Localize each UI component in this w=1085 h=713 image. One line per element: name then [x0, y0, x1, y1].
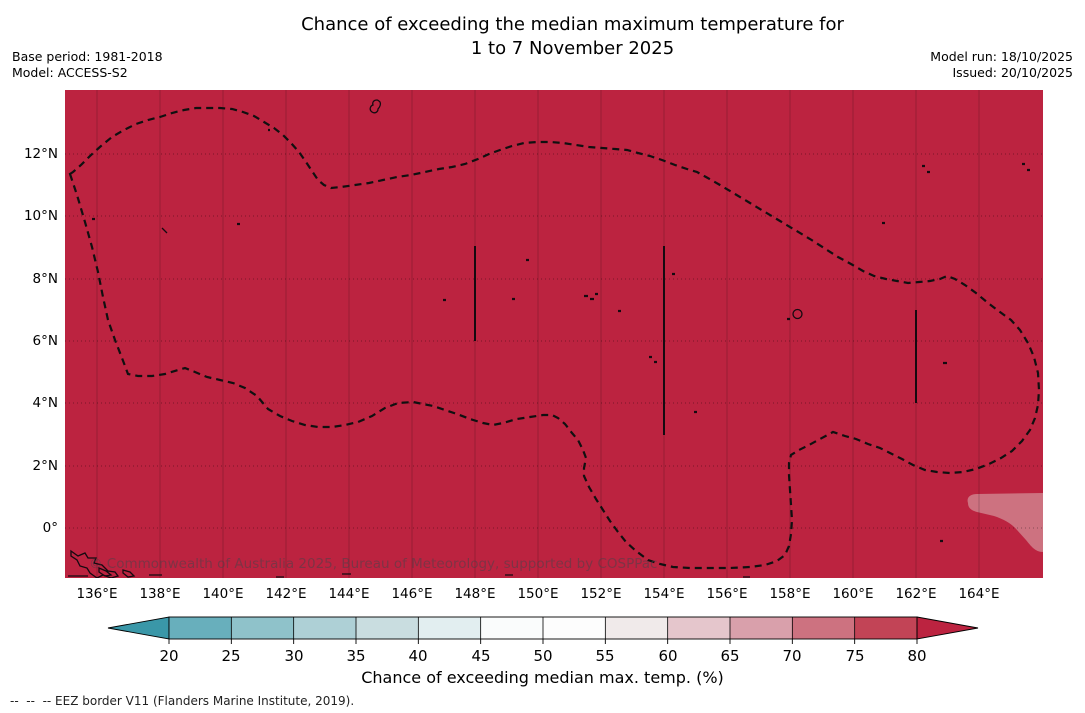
- colorbar-tick-label: 20: [159, 647, 179, 665]
- colorbar-tick-label: 65: [720, 647, 740, 665]
- grid-horizontal-lines: [65, 153, 1043, 529]
- island-coastline-outlines: [68, 99, 803, 578]
- colorbar: [107, 616, 979, 644]
- page-subtitle: 1 to 7 November 2025: [470, 38, 675, 59]
- x-axis-tick: 158°E: [769, 586, 811, 602]
- y-axis-tick: 0°: [42, 520, 58, 536]
- colorbar-tick-label: 25: [221, 647, 241, 665]
- x-axis-tick: 138°E: [139, 586, 181, 602]
- x-axis-tick: 146°E: [391, 586, 433, 602]
- colorbar-tick-label: 75: [845, 647, 865, 665]
- colorbar-segment: [480, 617, 543, 639]
- colorbar-tick-label: 35: [346, 647, 366, 665]
- map-fill: [65, 90, 1043, 578]
- x-axis-tick: 150°E: [517, 586, 559, 602]
- island-specks: [92, 128, 1030, 543]
- colorbar-segment: [730, 617, 793, 639]
- eez-border-path: [68, 106, 1041, 570]
- warm-patch-70-75: [967, 493, 1043, 552]
- colorbar-segment: [418, 617, 481, 639]
- colorbar-segment: [543, 617, 606, 639]
- colorbar-tick-label: 45: [471, 647, 491, 665]
- y-axis-tick: 4°N: [32, 395, 58, 411]
- colorbar-tick-label: 80: [907, 647, 927, 665]
- x-axis-tick: 142°E: [265, 586, 307, 602]
- x-axis-tick: 136°E: [76, 586, 118, 602]
- colorbar-dividers: [230, 617, 856, 639]
- y-axis-tick: 12°N: [23, 146, 58, 162]
- colorbar-segment: [293, 617, 356, 639]
- x-axis-tick: 148°E: [454, 586, 496, 602]
- colorbar-segment: [854, 617, 917, 639]
- x-axis-tick: 140°E: [202, 586, 244, 602]
- colorbar-tick-label: 60: [658, 647, 678, 665]
- x-axis-tick: 164°E: [958, 586, 1000, 602]
- colorbar-tick-label: 55: [595, 647, 615, 665]
- x-axis-tick: 154°E: [643, 586, 685, 602]
- model-run-label: Model run: 18/10/2025: [930, 49, 1073, 64]
- colorbar-tick-label: 30: [284, 647, 304, 665]
- x-axis-tick: 144°E: [328, 586, 370, 602]
- x-axis-tick: 156°E: [706, 586, 748, 602]
- y-axis-tick: 8°N: [32, 271, 58, 287]
- maritime-boundary-lines: [474, 246, 917, 435]
- x-axis-tick: 152°E: [580, 586, 622, 602]
- colorbar-tick-marks: [168, 639, 918, 644]
- x-axis-tick: 160°E: [832, 586, 874, 602]
- model-info-block: Base period: 1981-2018 Model: ACCESS-S2: [12, 49, 163, 81]
- colorbar-segment: [169, 617, 232, 639]
- eez-legend: -- -- -- EEZ border V11 (Flanders Marine…: [10, 694, 355, 708]
- model-label: Model: ACCESS-S2: [12, 65, 128, 80]
- colorbar-tick-label: 40: [408, 647, 428, 665]
- issued-label: Issued: 20/10/2025: [952, 65, 1074, 80]
- colorbar-under-arrow: [107, 616, 170, 640]
- watermark-text: © Commonwealth of Australia 2025, Bureau…: [89, 556, 658, 572]
- colorbar-segment: [605, 617, 668, 639]
- colorbar-label: Chance of exceeding median max. temp. (%…: [361, 668, 724, 687]
- colorbar-tick-label: 50: [533, 647, 553, 665]
- run-info-block: Model run: 18/10/2025 Issued: 20/10/2025: [930, 49, 1073, 81]
- colorbar-over-arrow: [916, 616, 979, 640]
- colorbar-segment: [792, 617, 855, 639]
- y-axis-tick: 6°N: [32, 333, 58, 349]
- y-axis-tick: 10°N: [23, 208, 58, 224]
- y-axis-tick: 2°N: [32, 458, 58, 474]
- map-canvas: [65, 90, 1043, 578]
- colorbar-segment: [231, 617, 294, 639]
- x-axis-tick: 162°E: [895, 586, 937, 602]
- page-title: Chance of exceeding the median maximum t…: [301, 14, 844, 35]
- base-period-label: Base period: 1981-2018: [12, 49, 163, 64]
- colorbar-segment: [356, 617, 419, 639]
- colorbar-tick-label: 70: [782, 647, 802, 665]
- colorbar-segment: [667, 617, 730, 639]
